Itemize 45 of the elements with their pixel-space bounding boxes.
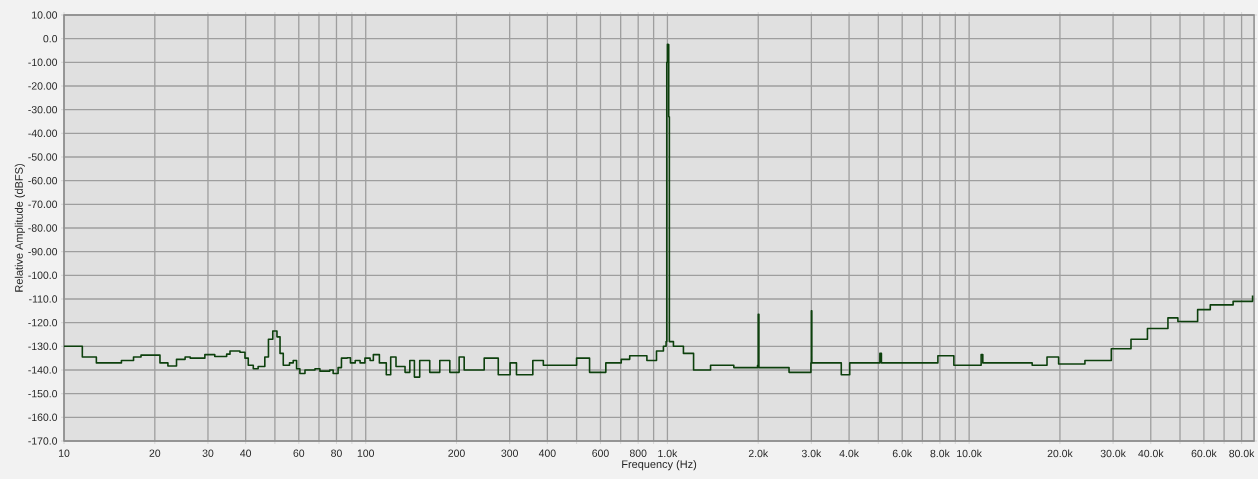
x-tick-label: 80 [331,449,342,457]
x-tick-label: 8.0k [930,449,950,458]
y-tick-label: -70.00 [28,200,58,209]
x-tick-label: 40.0k [1138,449,1164,458]
y-tick-label: -100.0 [28,271,58,280]
x-tick-label: 30 [202,449,214,457]
x-tick-label: 3.0k [801,449,822,458]
x-tick-label: 200 [448,449,465,457]
y-tick-label: -140.0 [28,366,58,374]
y-tick-label: -90.00 [28,247,58,256]
x-tick-label: 60 [293,449,305,457]
x-tick-label: 40 [240,449,252,457]
x-tick-label: 400 [538,449,556,457]
y-axis-title: Relative Amplitude (dBFS) [14,164,25,292]
x-tick-label: 10.0k [957,449,982,458]
x-tick-label: 1.0k [658,449,678,458]
x-tick-label: 60.0k [1191,449,1217,458]
x-tick-label: 10 [58,449,70,457]
x-tick-label: 2.0k [748,449,769,458]
y-tick-label: -130.0 [28,342,58,351]
y-tick-label: -150.0 [28,389,58,398]
y-tick-label: -60.00 [28,176,58,185]
y-tick-label: -50.00 [28,153,58,161]
x-tick-label: 4.0k [839,449,859,458]
x-tick-label: 600 [592,449,609,457]
x-tick-label: 20.0k [1047,449,1073,458]
x-axis-title: Frequency (Hz) [622,460,697,471]
y-tick-label: -110.0 [29,295,58,303]
x-tick-label: 6.0k [892,449,913,458]
x-tick-label: 20 [149,449,161,457]
y-tick-label: 0.0 [43,34,58,43]
x-tick-label: 100 [357,449,375,457]
y-tick-label: -40.00 [28,129,58,138]
y-tick-label: -10.00 [28,58,58,67]
y-tick-label: -30.00 [28,105,58,114]
y-tick-label: -80.00 [28,224,58,232]
y-tick-label: -20.00 [28,82,58,90]
x-tick-label: 80.0k [1229,449,1255,458]
x-tick-label: 30.0k [1100,449,1126,458]
y-tick-label: -170.0 [28,437,58,445]
y-tick-label: 10.00 [32,11,58,19]
y-tick-label: -160.0 [28,413,58,422]
x-tick-label: 800 [629,449,647,457]
x-tick-label: 300 [501,449,518,457]
y-tick-label: -120.0 [28,318,58,327]
